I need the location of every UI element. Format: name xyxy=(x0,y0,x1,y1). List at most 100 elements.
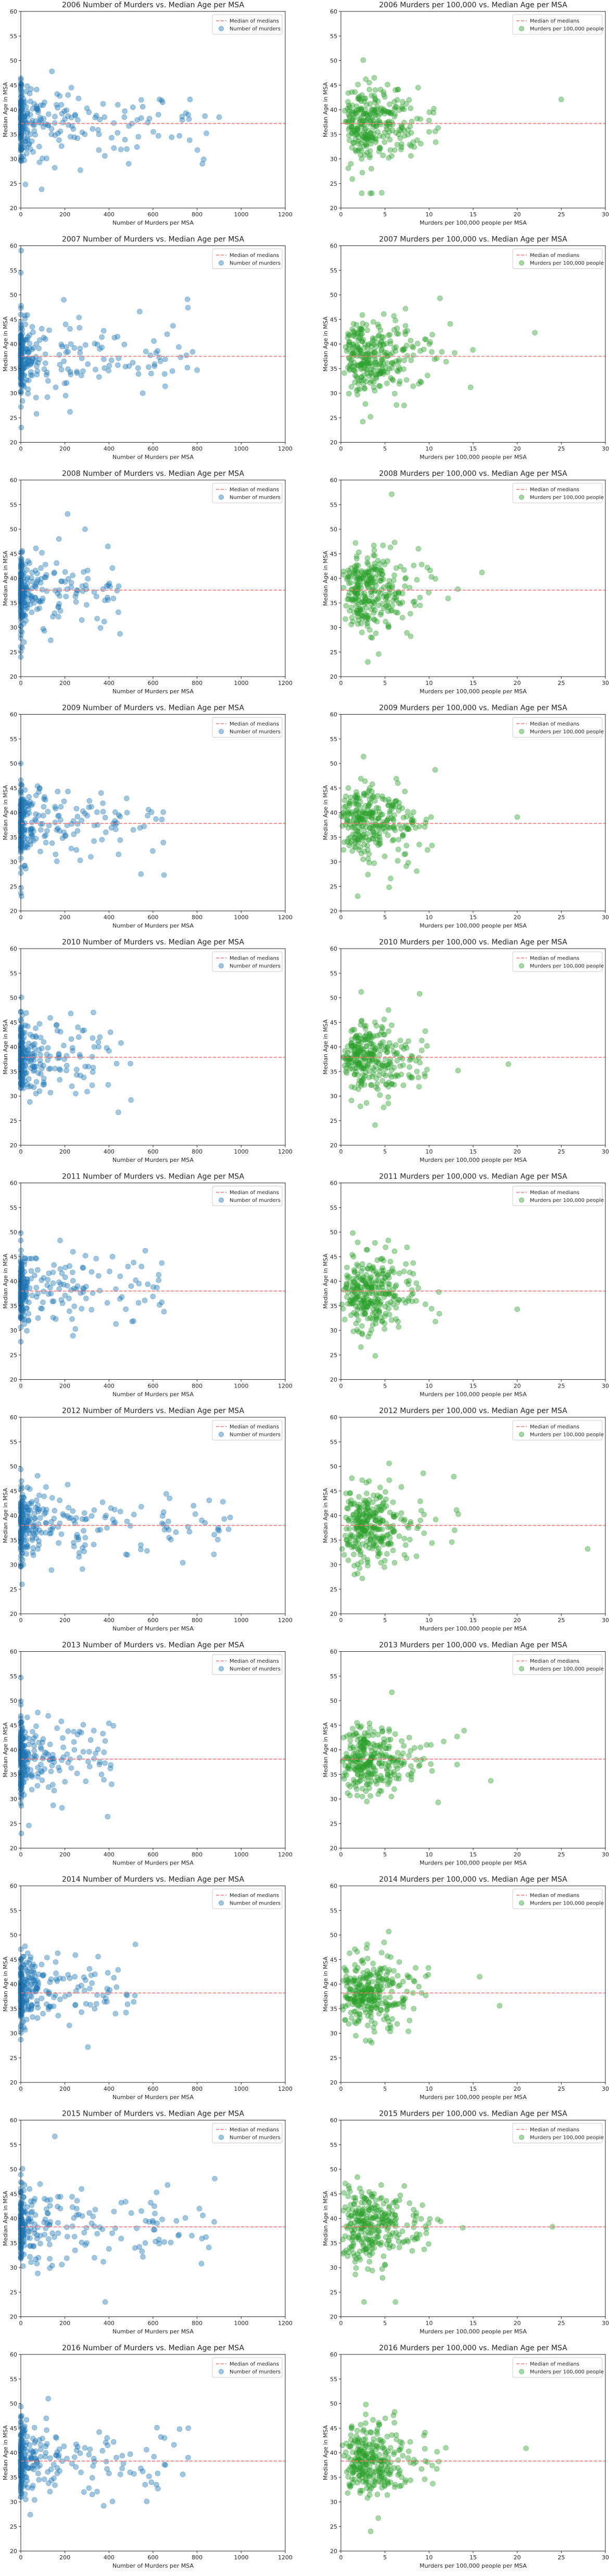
data-point xyxy=(55,604,61,611)
data-point xyxy=(26,378,32,383)
data-point xyxy=(386,884,392,890)
x-tick-label: 15 xyxy=(470,914,477,921)
data-point xyxy=(392,105,398,110)
data-point xyxy=(348,384,354,390)
data-point xyxy=(23,1294,29,1300)
y-tick-label: 45 xyxy=(330,1253,337,1260)
data-point xyxy=(173,1529,179,1535)
data-point xyxy=(429,1540,435,1546)
y-tick-label: 50 xyxy=(10,292,17,299)
data-point xyxy=(376,1504,382,1510)
data-point xyxy=(191,1503,197,1509)
data-point xyxy=(345,99,351,105)
data-point xyxy=(405,132,411,138)
y-tick-label: 45 xyxy=(330,316,337,323)
data-point xyxy=(56,1055,62,1061)
data-point xyxy=(390,816,396,822)
scatter-points xyxy=(18,511,123,660)
data-point xyxy=(350,1276,356,1282)
data-point xyxy=(42,833,47,839)
data-point xyxy=(341,839,347,845)
data-point xyxy=(117,631,123,637)
data-point xyxy=(411,144,417,150)
data-point xyxy=(361,143,367,149)
data-point xyxy=(129,1318,135,1325)
data-point xyxy=(347,608,352,614)
x-tick-label: 200 xyxy=(59,680,70,687)
data-point xyxy=(358,105,364,111)
data-point xyxy=(360,1072,366,1078)
data-point xyxy=(18,303,24,309)
data-point xyxy=(372,1353,378,1359)
data-point xyxy=(351,1267,357,1273)
data-point xyxy=(82,1064,88,1070)
data-point xyxy=(354,836,361,842)
data-point xyxy=(375,1297,380,1302)
data-point xyxy=(68,846,74,851)
data-point xyxy=(408,153,414,159)
data-point xyxy=(51,1788,57,1794)
data-point xyxy=(364,327,370,333)
legend-series-swatch xyxy=(219,26,224,31)
data-point xyxy=(373,137,379,143)
data-point xyxy=(65,113,71,119)
data-point xyxy=(398,122,404,128)
data-point xyxy=(378,612,384,618)
data-point xyxy=(41,1076,47,1081)
data-point xyxy=(352,801,358,807)
y-tick-label: 55 xyxy=(10,970,17,977)
data-point xyxy=(60,120,66,125)
data-point xyxy=(73,599,79,605)
data-point xyxy=(150,848,156,854)
data-point xyxy=(38,1305,44,1311)
x-tick-label: 30 xyxy=(602,1148,609,1155)
legend-label-median: Median of medians xyxy=(230,1190,279,1196)
data-point xyxy=(403,843,410,849)
data-point xyxy=(470,347,476,353)
data-point xyxy=(62,832,69,838)
data-point xyxy=(128,1097,134,1103)
data-point xyxy=(130,827,136,833)
data-point xyxy=(415,1285,422,1291)
y-tick-label: 60 xyxy=(10,1180,17,1187)
x-tick-label: 800 xyxy=(192,914,202,921)
data-point xyxy=(147,352,154,358)
data-point xyxy=(118,147,124,152)
scatter-points xyxy=(338,754,521,899)
legend-label-median: Median of medians xyxy=(530,19,579,24)
data-point xyxy=(340,568,347,575)
data-point xyxy=(390,1499,396,1505)
data-point xyxy=(66,576,71,582)
chart-2008-rate: 2008 Murders per 100,000 vs. Median Age … xyxy=(322,470,609,695)
axes-frame xyxy=(20,1417,286,1614)
x-tick-label: 5 xyxy=(383,914,387,921)
data-point xyxy=(350,1230,356,1236)
data-point xyxy=(50,1803,56,1808)
x-tick-label: 5 xyxy=(383,680,387,687)
data-point xyxy=(352,540,359,546)
data-point xyxy=(380,311,387,317)
data-point xyxy=(362,401,369,407)
data-point xyxy=(384,122,390,127)
legend-series-swatch xyxy=(519,963,524,968)
data-point xyxy=(33,395,39,400)
data-point xyxy=(99,334,105,340)
data-point xyxy=(345,90,351,96)
data-point xyxy=(160,809,167,815)
data-point xyxy=(41,1289,47,1295)
data-point xyxy=(64,1068,69,1073)
data-point xyxy=(412,602,418,609)
data-point xyxy=(92,114,98,121)
y-axis-label: Median Age in MSA xyxy=(2,551,9,606)
data-point xyxy=(378,1256,384,1262)
chart-title: 2010 Murders per 100,000 vs. Median Age … xyxy=(379,938,567,947)
data-point xyxy=(54,560,59,566)
data-point xyxy=(52,820,58,825)
data-point xyxy=(359,92,365,98)
scatter-points xyxy=(18,994,134,1115)
data-point xyxy=(39,1530,45,1536)
y-tick-label: 60 xyxy=(330,243,337,250)
data-point xyxy=(75,117,81,123)
data-point xyxy=(372,553,378,559)
data-point xyxy=(401,1536,408,1542)
